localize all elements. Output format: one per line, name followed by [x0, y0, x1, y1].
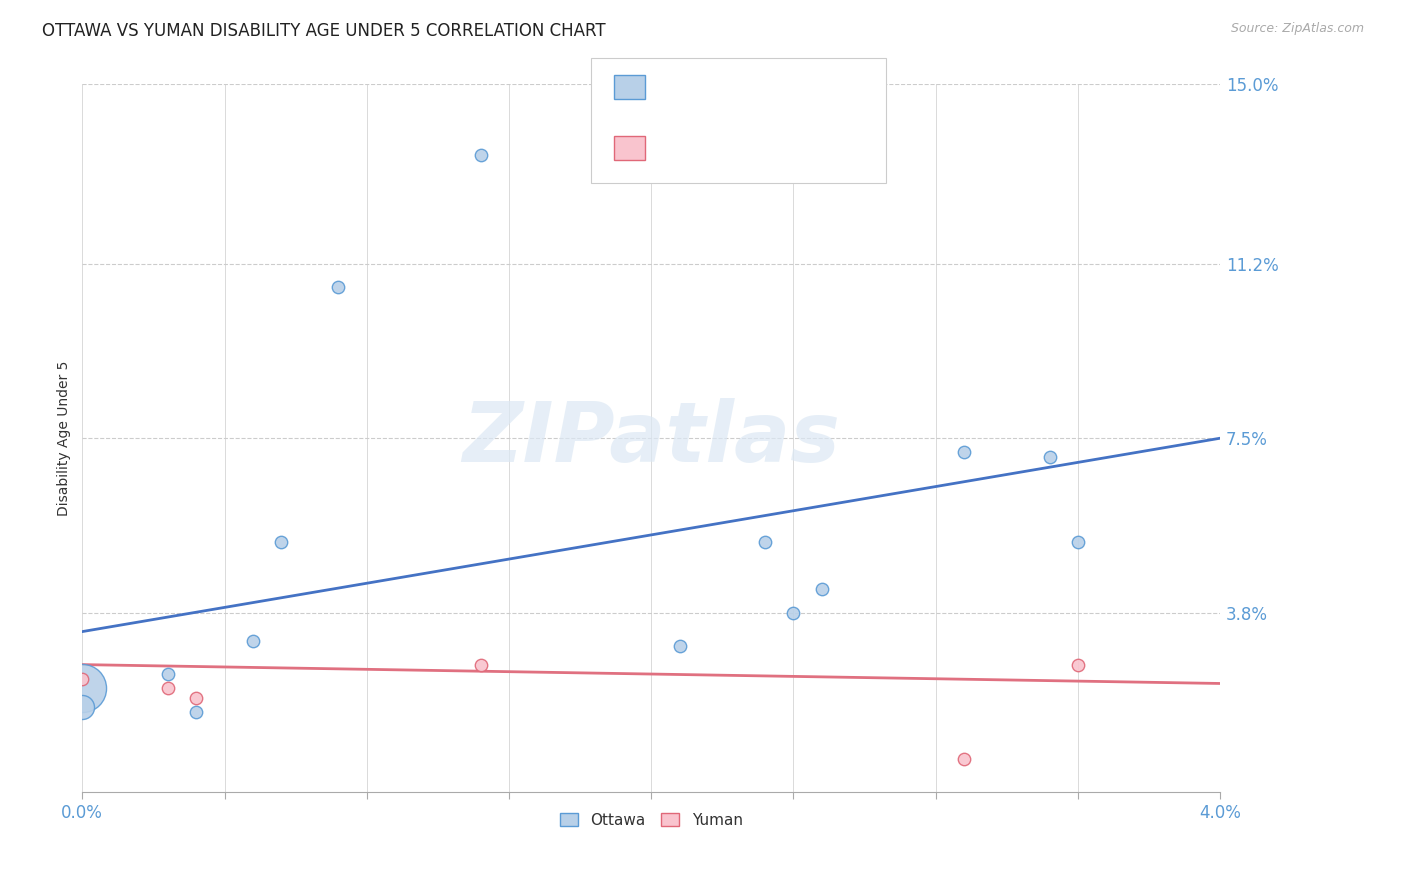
Text: ZIPatlas: ZIPatlas	[463, 398, 841, 479]
Point	[72, 681, 94, 696]
Text: N =: N =	[765, 78, 799, 92]
Point	[72, 700, 94, 714]
Point	[782, 606, 804, 620]
Point	[470, 657, 492, 672]
Text: Source: ZipAtlas.com: Source: ZipAtlas.com	[1230, 22, 1364, 36]
Point	[328, 280, 350, 294]
Text: OTTAWA VS YUMAN DISABILITY AGE UNDER 5 CORRELATION CHART: OTTAWA VS YUMAN DISABILITY AGE UNDER 5 C…	[42, 22, 606, 40]
Text: 15: 15	[803, 78, 824, 92]
Point	[156, 681, 179, 696]
Point	[242, 634, 264, 648]
Text: 0.206: 0.206	[693, 78, 741, 92]
Legend: Ottawa, Yuman: Ottawa, Yuman	[554, 806, 748, 834]
Text: -0.142: -0.142	[693, 138, 748, 153]
Point	[811, 582, 834, 596]
Point	[184, 690, 207, 705]
Text: R =: R =	[657, 78, 690, 92]
Point	[668, 639, 690, 653]
Point	[953, 445, 976, 459]
Point	[184, 705, 207, 719]
Point	[754, 535, 776, 549]
Point	[1038, 450, 1060, 464]
Text: 5: 5	[803, 138, 818, 153]
Text: R =: R =	[657, 138, 690, 153]
Point	[953, 752, 976, 766]
Text: N =: N =	[765, 138, 799, 153]
Point	[156, 667, 179, 681]
Point	[1067, 657, 1090, 672]
Point	[72, 672, 94, 686]
Y-axis label: Disability Age Under 5: Disability Age Under 5	[58, 360, 72, 516]
Point	[270, 535, 292, 549]
Point	[1067, 535, 1090, 549]
Point	[470, 148, 492, 162]
